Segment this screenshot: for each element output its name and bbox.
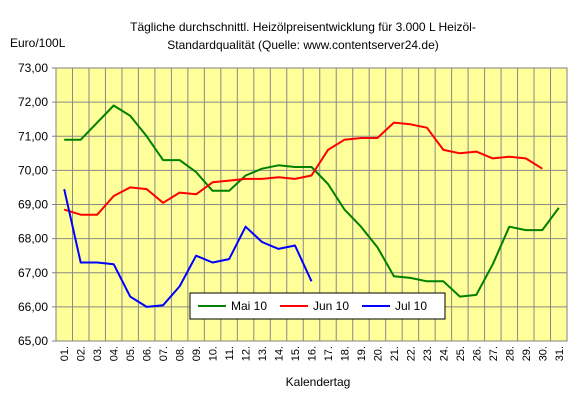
legend-label: Mai 10 <box>231 299 267 313</box>
x-tick-label: 03. <box>92 346 104 361</box>
y-tick-label: 72,00 <box>18 95 48 109</box>
x-tick-label: 24. <box>438 346 450 361</box>
y-tick-label: 67,00 <box>18 266 48 280</box>
x-tick-label: 05. <box>125 346 137 361</box>
y-tick-label: 71,00 <box>18 129 48 143</box>
x-tick-label: 15. <box>290 346 302 361</box>
x-tick-label: 09. <box>191 346 203 361</box>
y-tick-label: 69,00 <box>18 198 48 212</box>
x-tick-label: 16. <box>307 346 319 361</box>
y-tick-label: 65,00 <box>18 334 48 348</box>
x-tick-label: 18. <box>339 346 351 361</box>
x-tick-labels: 01. 02. 03. 04. 05. 06. 07. 08. 09. 10. 11. 12. 13. 1… <box>59 346 566 361</box>
y-tick-label: 66,00 <box>18 300 48 314</box>
x-tick-label: 08. <box>175 346 187 361</box>
legend-label: Jun 10 <box>313 299 349 313</box>
y-tick-label: 68,00 <box>18 232 48 246</box>
y-tick-label: 73,00 <box>18 61 48 75</box>
x-tick-label: 28. <box>504 346 516 361</box>
x-tick-label: 19. <box>356 346 368 361</box>
y-tick-label: 70,00 <box>18 163 48 177</box>
x-tick-label: 17. <box>323 346 335 361</box>
series-line-jun-10 <box>63 121 543 216</box>
x-tick-label: 20. <box>372 346 384 361</box>
x-tick-label: 11. <box>224 346 236 360</box>
series-line-mai-10 <box>64 104 560 298</box>
x-tick-label: 02. <box>76 346 88 361</box>
x-tick-label: 06. <box>142 346 154 361</box>
y-tick-labels: 65,00 66,00 67,00 68,00 69,00 70,00 71,00 72,00… <box>18 61 48 348</box>
x-tick-label: 14. <box>274 346 286 361</box>
x-axis-label: Kalendertag <box>286 375 351 389</box>
chart-title-line-1: Tägliche durchschnittl. Heizölpreisentwi… <box>130 20 476 34</box>
x-tick-label: 04. <box>109 346 121 361</box>
x-tick-label: 29. <box>521 346 533 361</box>
x-tick-label: 13. <box>257 346 269 361</box>
x-tick-label: 27. <box>488 346 500 361</box>
series-lines <box>63 104 560 308</box>
y-axis-label: Euro/100L <box>10 36 66 50</box>
x-tick-label: 21. <box>389 346 401 361</box>
x-tick-label: 25. <box>455 346 467 361</box>
x-tick-label: 23. <box>422 346 434 361</box>
x-tick-label: 12. <box>241 346 253 361</box>
x-tick-label: 22. <box>405 346 417 361</box>
legend-label: Jul 10 <box>395 299 427 313</box>
series-line-jul-10 <box>63 188 313 308</box>
x-tick-label: 26. <box>471 346 483 361</box>
x-tick-label: 10. <box>208 346 220 361</box>
legend-box <box>189 292 446 320</box>
x-tick-label: 31. <box>554 346 566 361</box>
legend: Mai 10 Jun 10 Jul 10 <box>189 292 446 320</box>
x-tick-label: 01. <box>59 346 71 361</box>
x-tick-label: 07. <box>158 346 170 361</box>
x-tick-label: 30. <box>537 346 549 361</box>
chart-title-line-2: Standardqualität (Quelle: www.contentser… <box>167 38 438 52</box>
